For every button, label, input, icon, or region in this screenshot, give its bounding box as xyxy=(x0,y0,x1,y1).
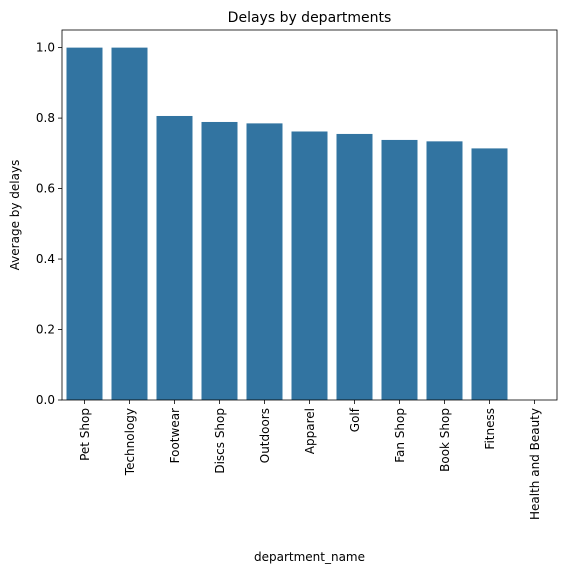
bar xyxy=(291,131,328,401)
x-tick-label: Golf xyxy=(348,407,362,432)
x-tick-label: Footwear xyxy=(168,408,182,463)
x-tick-label: Outdoors xyxy=(258,408,272,463)
bar xyxy=(201,121,238,400)
x-tick-label: Fan Shop xyxy=(393,408,407,463)
bar xyxy=(246,123,283,400)
x-tick-label: Apparel xyxy=(303,408,317,454)
bar xyxy=(471,148,508,400)
x-axis-label: department_name xyxy=(254,550,365,564)
bar xyxy=(111,47,148,401)
bar xyxy=(156,115,193,400)
y-tick-label: 0.2 xyxy=(36,323,55,337)
x-tick-label: Technology xyxy=(123,408,137,476)
x-tick-label: Discs Shop xyxy=(213,408,227,474)
y-tick-label: 0.4 xyxy=(36,252,55,266)
bar xyxy=(426,141,463,400)
bar xyxy=(336,133,373,400)
y-tick-label: 0.0 xyxy=(36,393,55,407)
x-axis-ticks: Pet Shop Technology Footwear Discs Shop Outd… xyxy=(78,400,542,520)
bar xyxy=(381,139,418,400)
chart-title: Delays by departments xyxy=(228,10,392,26)
y-tick-label: 1.0 xyxy=(36,41,55,55)
bars-group xyxy=(66,47,508,401)
plot-frame xyxy=(61,29,558,401)
x-tick-label: Book Shop xyxy=(438,408,452,472)
y-axis-label: Average by delays xyxy=(8,160,22,271)
x-tick-label: Health and Beauty xyxy=(528,408,542,520)
y-tick-label: 0.8 xyxy=(36,111,55,125)
x-tick-label: Pet Shop xyxy=(78,408,92,461)
y-axis-ticks: 0.0 0.2 0.4 0.6 0.8 1.0 xyxy=(36,41,62,407)
bar xyxy=(66,47,103,401)
y-tick-label: 0.6 xyxy=(36,182,55,196)
x-tick-label: Fitness xyxy=(483,408,497,450)
